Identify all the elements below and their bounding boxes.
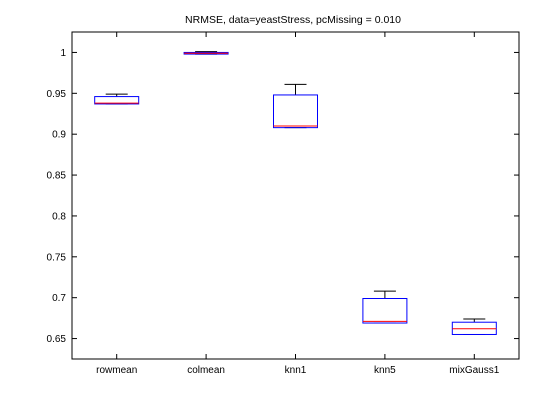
box-knn5 bbox=[362, 290, 408, 324]
box-knn1 bbox=[273, 83, 318, 129]
boxes bbox=[94, 51, 497, 335]
y-tick-label: 1 bbox=[60, 48, 66, 59]
box-colmean bbox=[183, 51, 229, 55]
y-tick-label: 0.7 bbox=[52, 293, 66, 304]
box-mixGauss1 bbox=[451, 318, 497, 335]
x-tick-label: mixGauss1 bbox=[449, 365, 499, 376]
x-tick-label: rowmean bbox=[96, 365, 137, 376]
y-tick-label: 0.65 bbox=[47, 334, 67, 345]
y-tick-label: 0.8 bbox=[52, 211, 66, 222]
x-axis: rowmean colmean knn1 knn5 mixGauss1 bbox=[96, 32, 500, 376]
y-tick-label: 0.85 bbox=[47, 171, 67, 182]
y-tick-label: 0.9 bbox=[52, 130, 66, 141]
y-axis: 0.65 0.7 0.75 0.8 0.85 0.9 0.95 1 bbox=[47, 48, 519, 345]
iqr-box bbox=[94, 96, 140, 105]
y-tick-label: 0.75 bbox=[47, 252, 67, 263]
chart-title: NRMSE, data=yeastStress, pcMissing = 0.0… bbox=[185, 14, 401, 26]
x-tick-label: knn5 bbox=[374, 365, 396, 376]
x-tick-label: colmean bbox=[187, 365, 225, 376]
y-tick-label: 0.95 bbox=[47, 89, 67, 100]
iqr-box bbox=[273, 94, 318, 129]
iqr-box bbox=[362, 298, 408, 324]
plot-area bbox=[71, 31, 520, 360]
box-rowmean bbox=[94, 93, 140, 105]
x-tick-label: knn1 bbox=[285, 365, 307, 376]
